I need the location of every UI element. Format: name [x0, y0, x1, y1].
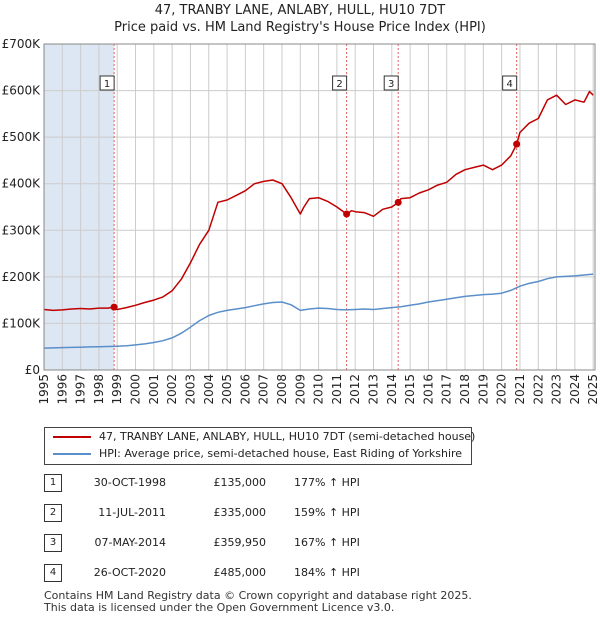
x-tick-label: 2018 [458, 374, 472, 405]
transaction-hpi: 167% ↑ HPI [294, 536, 360, 549]
x-tick-label: 2014 [385, 374, 399, 405]
x-tick-label: 2010 [312, 374, 326, 405]
transaction-row: 1 30-OCT-1998 £135,000 177% ↑ HPI [44, 472, 374, 494]
x-tick-label: 1997 [74, 374, 88, 405]
x-tick-label: 1996 [55, 374, 69, 405]
x-tick-label: 2007 [257, 374, 271, 405]
transaction-hpi: 177% ↑ HPI [294, 476, 360, 489]
transaction-marker-box [502, 75, 518, 91]
y-tick-label: £600K [2, 84, 42, 98]
x-tick-label: 1995 [37, 374, 51, 405]
hpi-line [43, 273, 594, 349]
transaction-marker-box [99, 75, 115, 91]
x-tick-label: 2016 [421, 374, 435, 405]
x-tick-label: 2006 [238, 374, 252, 405]
shaded-period [44, 44, 115, 370]
transaction-point [394, 198, 402, 206]
transaction-marker-box [383, 75, 399, 91]
transaction-price: £485,000 [213, 566, 267, 579]
transaction-date: 26-OCT-2020 [93, 566, 166, 579]
x-tick-label: 2003 [183, 374, 197, 405]
y-tick-label: £0 [25, 363, 40, 377]
y-tick-label: £300K [2, 223, 42, 237]
legend-label-property: 47, TRANBY LANE, ANLABY, HULL, HU10 7DT … [99, 430, 476, 443]
y-tick-label: £400K [2, 177, 42, 191]
transaction-price: £335,000 [213, 506, 267, 519]
x-tick-label: 2015 [403, 374, 417, 405]
transaction-point [343, 210, 351, 218]
y-tick-label: £500K [2, 130, 42, 144]
legend-swatch-hpi [53, 453, 91, 455]
transaction-price: £135,000 [213, 476, 267, 489]
chart-title-line2: Price paid vs. HM Land Registry's House … [114, 20, 486, 35]
x-tick-label: 2025 [586, 374, 600, 405]
y-tick-label: £100K [2, 316, 42, 330]
x-tick-label: 2008 [275, 374, 289, 405]
legend-swatch-property [53, 436, 91, 438]
x-tick-label: 2002 [165, 374, 179, 405]
x-tick-label: 2013 [367, 374, 381, 405]
transaction-row: 4 26-OCT-2020 £485,000 184% ↑ HPI [44, 562, 374, 584]
footer-copyright: Contains HM Land Registry data © Crown c… [44, 589, 472, 602]
transaction-marker-label: 2 [336, 79, 342, 90]
x-tick-label: 2022 [531, 374, 545, 405]
x-tick-label: 2005 [220, 374, 234, 405]
x-tick-label: 2023 [550, 374, 564, 405]
transaction-number: 4 [44, 564, 62, 582]
transaction-marker-label: 3 [388, 79, 394, 90]
transaction-row: 2 11-JUL-2011 £335,000 159% ↑ HPI [44, 502, 374, 524]
x-tick-label: 2001 [147, 374, 161, 405]
transaction-number: 2 [44, 504, 62, 522]
transaction-point [110, 303, 118, 311]
y-tick-label: £700K [2, 37, 42, 51]
chart-title-line1: 47, TRANBY LANE, ANLABY, HULL, HU10 7DT [154, 3, 446, 18]
x-tick-label: 1998 [92, 374, 106, 405]
footer: Contains HM Land Registry data © Crown c… [44, 590, 472, 614]
x-tick-label: 2024 [568, 374, 582, 405]
transaction-number: 3 [44, 534, 62, 552]
x-tick-label: 2000 [129, 374, 143, 405]
transaction-number: 1 [44, 474, 62, 492]
transaction-date: 30-OCT-1998 [93, 476, 166, 489]
legend: 47, TRANBY LANE, ANLABY, HULL, HU10 7DT … [44, 427, 476, 465]
transaction-hpi: 184% ↑ HPI [294, 566, 360, 579]
x-tick-label: 2009 [293, 374, 307, 405]
transaction-marker-label: 4 [506, 79, 512, 90]
legend-label-hpi: HPI: Average price, semi-detached house,… [99, 447, 463, 460]
x-tick-label: 2017 [440, 374, 454, 405]
chart-title: 47, TRANBY LANE, ANLABY, HULL, HU10 7DT … [0, 2, 600, 36]
x-tick-label: 2012 [348, 374, 362, 405]
x-tick-label: 2019 [476, 374, 490, 405]
transaction-row: 3 07-MAY-2014 £359,950 167% ↑ HPI [44, 532, 374, 554]
transaction-point [513, 140, 521, 148]
footer-licence: This data is licensed under the Open Gov… [44, 601, 395, 614]
transaction-marker-label: 1 [104, 79, 110, 90]
x-tick-label: 2021 [513, 374, 527, 405]
transaction-marker-box [332, 75, 348, 91]
x-tick-label: 1999 [110, 374, 124, 405]
x-tick-label: 2004 [202, 374, 216, 405]
x-tick-label: 2011 [330, 374, 344, 405]
price-chart: £0 £100K £200K £300K £400K £500K £600K £700K 199… [2, 37, 600, 405]
transaction-price: £359,950 [213, 536, 267, 549]
property-price-line [43, 90, 594, 312]
y-tick-label: £200K [2, 270, 42, 284]
transaction-date: 11-JUL-2011 [98, 506, 166, 519]
transaction-hpi: 159% ↑ HPI [294, 506, 360, 519]
transaction-date: 07-MAY-2014 [94, 536, 166, 549]
x-tick-label: 2020 [495, 374, 509, 405]
plot-area [44, 44, 595, 370]
plot-frame [43, 43, 596, 371]
